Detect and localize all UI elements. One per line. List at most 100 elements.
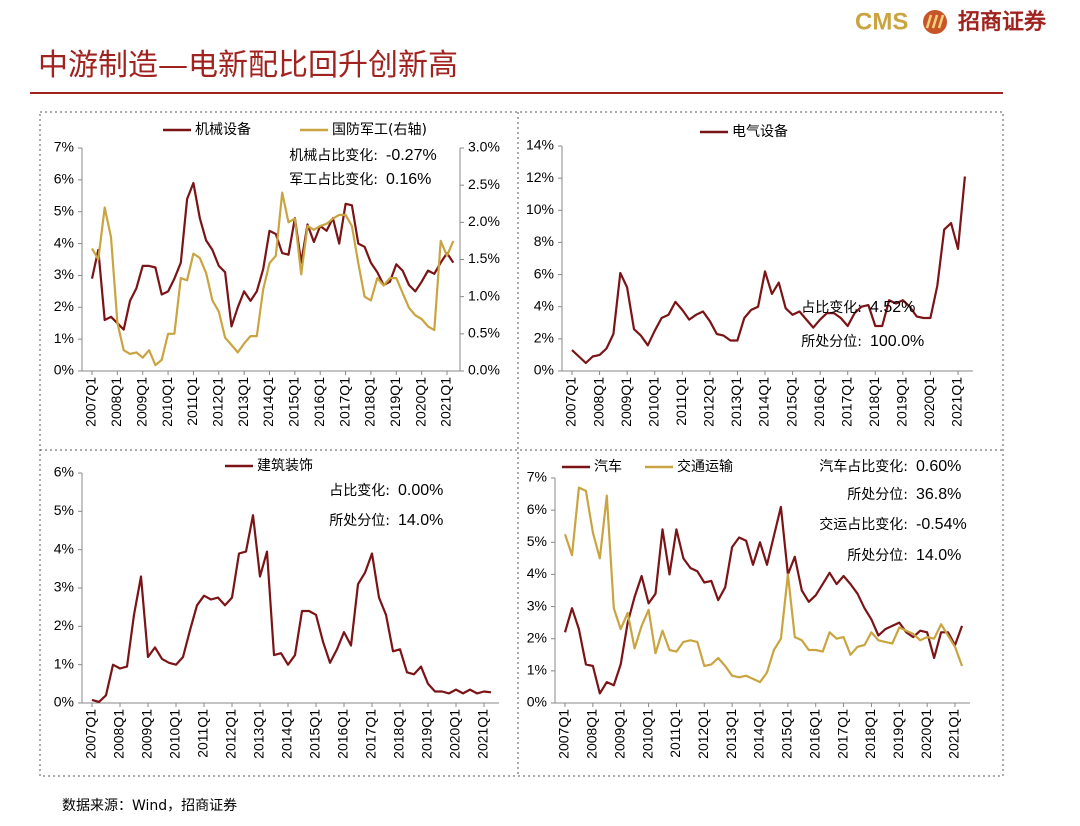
annotation-label: 交运占比变化: bbox=[819, 516, 908, 533]
annotation-label: 占比变化: bbox=[801, 300, 862, 316]
x-tick-label: 2013Q1 bbox=[728, 377, 744, 427]
x-tick-label: 2014Q1 bbox=[279, 709, 295, 759]
y2-tick-label: 1.5% bbox=[468, 250, 500, 266]
x-tick-label: 2008Q1 bbox=[584, 709, 600, 759]
x-tick-label: 2011Q1 bbox=[667, 709, 683, 758]
legend-label: 国防军工(右轴) bbox=[332, 122, 427, 138]
x-tick-label: 2008Q1 bbox=[108, 377, 124, 427]
y-tick-label: 4% bbox=[527, 565, 547, 581]
series-line bbox=[563, 486, 964, 684]
y-tick-label: 5% bbox=[54, 202, 74, 218]
logo-text: CMS bbox=[855, 8, 908, 35]
y-tick-label: 4% bbox=[534, 297, 554, 313]
annotation-value: 4.52% bbox=[870, 299, 915, 316]
x-tick-label: 2007Q1 bbox=[563, 377, 579, 427]
x-tick-label: 2015Q1 bbox=[286, 377, 302, 427]
annotation-label: 汽车占比变化: bbox=[819, 458, 908, 475]
x-tick-label: 2009Q1 bbox=[618, 377, 634, 427]
y-tick-label: 6% bbox=[54, 171, 74, 187]
x-tick-label: 2019Q1 bbox=[890, 709, 906, 759]
y-tick-label: 0% bbox=[527, 694, 547, 710]
legend-label: 交通运输 bbox=[677, 458, 733, 475]
series-line bbox=[563, 505, 964, 695]
y-tick-label: 6% bbox=[54, 464, 74, 480]
panel-frame bbox=[39, 111, 1004, 777]
x-tick-label: 2007Q1 bbox=[556, 709, 572, 759]
y-tick-label: 7% bbox=[54, 139, 74, 155]
y-tick-label: 3% bbox=[54, 579, 74, 595]
x-tick-label: 2016Q1 bbox=[335, 709, 351, 759]
y2-tick-label: 2.0% bbox=[468, 213, 500, 229]
y2-tick-label: 2.5% bbox=[468, 176, 500, 192]
series-line bbox=[90, 181, 455, 331]
annotation-value: 0.16% bbox=[386, 171, 431, 188]
y-tick-label: 6% bbox=[534, 265, 554, 281]
x-tick-label: 2018Q1 bbox=[391, 709, 407, 759]
x-tick-label: 2015Q1 bbox=[307, 709, 323, 759]
y-tick-label: 10% bbox=[526, 201, 554, 217]
annotation-value: -0.54% bbox=[916, 516, 967, 533]
annotation-label: 机械占比变化: bbox=[289, 148, 378, 164]
annotation-value: -0.27% bbox=[386, 147, 437, 164]
y-tick-label: 4% bbox=[54, 540, 74, 556]
series-line bbox=[571, 176, 966, 365]
x-tick-label: 2008Q1 bbox=[111, 709, 127, 759]
y-tick-label: 3% bbox=[54, 266, 74, 282]
annotation-value: 14.0% bbox=[916, 547, 961, 564]
y2-tick-label: 0.0% bbox=[468, 362, 500, 378]
x-tick-label: 2020Q1 bbox=[921, 377, 937, 427]
x-tick-label: 2009Q1 bbox=[139, 709, 155, 759]
x-tick-label: 2016Q1 bbox=[811, 377, 827, 427]
legend-label: 电气设备 bbox=[732, 123, 788, 140]
annotation-label: 所处分位: bbox=[847, 487, 908, 503]
x-tick-label: 2010Q1 bbox=[639, 709, 655, 759]
x-tick-label: 2008Q1 bbox=[590, 377, 606, 427]
y-tick-label: 8% bbox=[534, 233, 554, 249]
x-tick-label: 2007Q1 bbox=[83, 709, 99, 759]
y-tick-label: 2% bbox=[527, 629, 547, 645]
annotation-label: 军工占比变化: bbox=[289, 172, 378, 188]
x-tick-label: 2017Q1 bbox=[834, 709, 850, 759]
x-tick-label: 2018Q1 bbox=[866, 377, 882, 427]
y-tick-label: 0% bbox=[54, 694, 74, 710]
x-tick-label: 2010Q1 bbox=[159, 377, 175, 427]
x-tick-label: 2011Q1 bbox=[184, 377, 200, 426]
y-tick-label: 2% bbox=[54, 298, 74, 314]
y2-tick-label: 1.0% bbox=[468, 287, 500, 303]
y-tick-label: 12% bbox=[526, 169, 554, 185]
annotation-value: 14.0% bbox=[398, 512, 443, 529]
x-tick-label: 2010Q1 bbox=[167, 709, 183, 759]
annotation-label: 占比变化: bbox=[329, 483, 390, 499]
x-tick-label: 2018Q1 bbox=[862, 709, 878, 759]
y-tick-label: 1% bbox=[54, 330, 74, 346]
x-tick-label: 2014Q1 bbox=[751, 709, 767, 759]
y-tick-label: 5% bbox=[54, 502, 74, 518]
y-tick-label: 6% bbox=[527, 501, 547, 517]
logo-icon-mark bbox=[925, 14, 945, 29]
x-tick-label: 2016Q1 bbox=[311, 377, 327, 427]
y-tick-label: 0% bbox=[54, 362, 74, 378]
x-tick-label: 2009Q1 bbox=[133, 377, 149, 427]
page-title: 中游制造—电新配比回升创新高 bbox=[38, 48, 458, 83]
x-tick-label: 2013Q1 bbox=[251, 709, 267, 759]
x-tick-label: 2021Q1 bbox=[946, 709, 962, 759]
x-tick-label: 2020Q1 bbox=[918, 709, 934, 759]
y-tick-label: 14% bbox=[526, 137, 554, 153]
series-line bbox=[91, 514, 492, 703]
x-tick-label: 2011Q1 bbox=[673, 377, 689, 426]
annotation-label: 所处分位: bbox=[801, 334, 862, 350]
x-tick-label: 2011Q1 bbox=[195, 709, 211, 758]
x-tick-label: 2021Q1 bbox=[949, 377, 965, 427]
x-tick-label: 2013Q1 bbox=[723, 709, 739, 759]
x-tick-label: 2020Q1 bbox=[447, 709, 463, 759]
x-tick-label: 2021Q1 bbox=[475, 709, 491, 759]
series-line bbox=[91, 191, 455, 367]
x-tick-label: 2020Q1 bbox=[412, 377, 428, 427]
legend-label: 机械设备 bbox=[195, 121, 251, 138]
y-tick-label: 1% bbox=[527, 662, 547, 678]
logo-name: 招商证券 bbox=[958, 9, 1047, 35]
x-tick-label: 2019Q1 bbox=[387, 377, 403, 427]
x-tick-label: 2019Q1 bbox=[419, 709, 435, 759]
x-tick-label: 2013Q1 bbox=[235, 377, 251, 427]
